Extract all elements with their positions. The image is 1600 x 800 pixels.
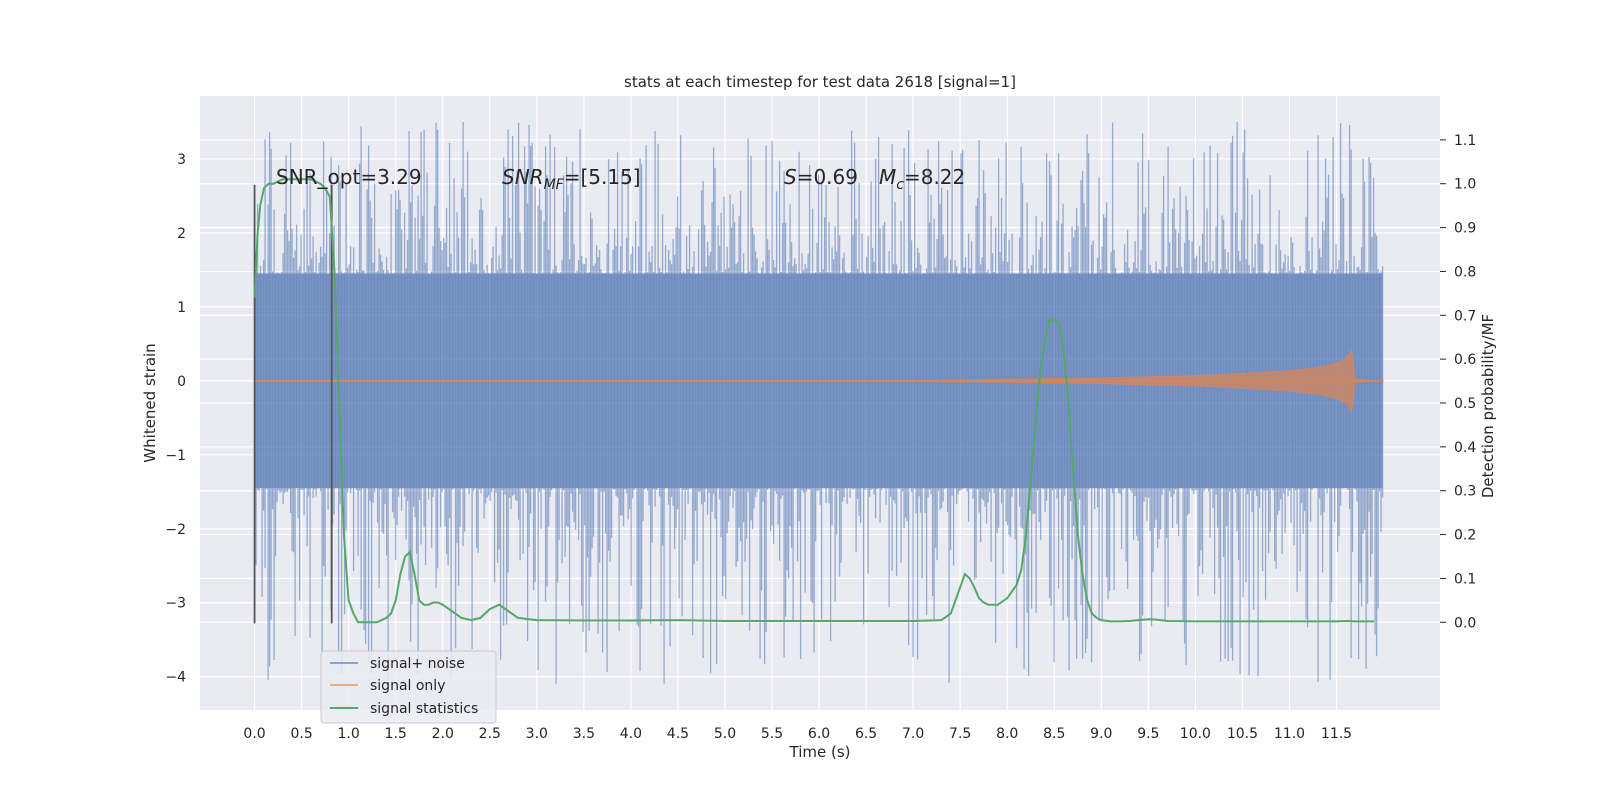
y2-tick-label-3: 0.8: [1454, 264, 1476, 280]
series-signal-statistics: [253, 178, 1375, 624]
y2-tick-label-10: 0.1: [1454, 571, 1476, 587]
x-tick-label-5: 2.5: [479, 726, 501, 742]
x-tick-label-2: 1.0: [338, 726, 360, 742]
legend-label-signal-noise: signal+ noise: [370, 656, 465, 672]
x-tick-label-18: 9.0: [1090, 726, 1112, 742]
vertical-markers: [253, 184, 333, 624]
x-tick-label-11: 5.5: [761, 726, 783, 742]
tick-labels: 0.0 0.5 1.0 1.5 2.0 2.5 3.0 3.5 4.0 4.5 5.0 5.5 6.0 6…: [165, 133, 1476, 742]
y2-tick-label-4: 0.7: [1454, 308, 1476, 324]
x-tick-label-12: 6.0: [808, 726, 830, 742]
y2-tick-label-11: 0.0: [1454, 615, 1476, 631]
y-tick-label-0: 3: [177, 152, 186, 168]
legend-label-signal-statistics: signal statistics: [370, 701, 478, 717]
x-tick-label-10: 5.0: [714, 726, 736, 742]
y-axis-label: Whitened strain: [141, 343, 159, 462]
x-tick-label-7: 3.5: [573, 726, 595, 742]
legend: signal+ noise signal only signal statist…: [320, 650, 497, 724]
x-tick-label-16: 8.0: [996, 726, 1018, 742]
y-tick-label-2: 1: [177, 300, 186, 316]
y2-tick-label-5: 0.6: [1454, 352, 1476, 368]
x-tick-label-13: 6.5: [855, 726, 877, 742]
y2-tick-label-8: 0.3: [1454, 484, 1476, 500]
x-tick-label-17: 8.5: [1043, 726, 1065, 742]
x-axis-label: Time (s): [789, 743, 851, 761]
y2-tick-label-2: 0.9: [1454, 221, 1476, 237]
chart-title: stats at each timestep for test data 261…: [624, 73, 1016, 91]
y2-tick-label-7: 0.4: [1454, 440, 1476, 456]
annotation-mc: Mc=8.22: [879, 165, 965, 193]
y-tick-label-4: −1: [165, 448, 186, 464]
y2-tick-label-6: 0.5: [1454, 396, 1476, 412]
y2-tick-label-1: 1.0: [1454, 177, 1476, 193]
y-tick-label-6: −3: [165, 596, 186, 612]
y2-tick-label-9: 0.2: [1454, 528, 1476, 544]
y2-tick-label-0: 1.1: [1454, 133, 1476, 149]
legend-label-signal-only: signal only: [370, 678, 445, 694]
x-tick-label-14: 7.0: [902, 726, 924, 742]
legend-box: [320, 650, 497, 724]
annotation-snr-mf: SNRMF=[5.15]: [502, 165, 641, 193]
x-tick-label-9: 4.5: [667, 726, 689, 742]
y-tick-label-7: −4: [165, 670, 186, 686]
x-tick-label-6: 3.0: [526, 726, 548, 742]
y-tick-label-3: 0: [177, 374, 186, 390]
x-tick-label-4: 2.0: [432, 726, 454, 742]
x-tick-label-22: 11.0: [1274, 726, 1305, 742]
x-tick-label-19: 9.5: [1137, 726, 1159, 742]
x-tick-label-20: 10.0: [1180, 726, 1211, 742]
series-signal-only: [254, 348, 1384, 414]
y-tick-label-5: −2: [165, 522, 186, 538]
x-tick-label-1: 0.5: [290, 726, 312, 742]
x-tick-label-3: 1.5: [385, 726, 407, 742]
y-tick-label-1: 2: [177, 226, 186, 242]
x-tick-label-23: 11.5: [1321, 726, 1352, 742]
y2-axis-label: Detection probability/MF: [1479, 314, 1497, 498]
x-tick-label-15: 7.5: [949, 726, 971, 742]
x-tick-label-21: 10.5: [1227, 726, 1258, 742]
x-tick-label-8: 4.0: [620, 726, 642, 742]
annotation-snr-opt: SNR_opt=3.29: [276, 165, 422, 189]
annotation-s: S=0.69: [784, 165, 858, 189]
signal-statistics-line: [253, 178, 1375, 624]
x-tick-label-0: 0.0: [243, 726, 265, 742]
